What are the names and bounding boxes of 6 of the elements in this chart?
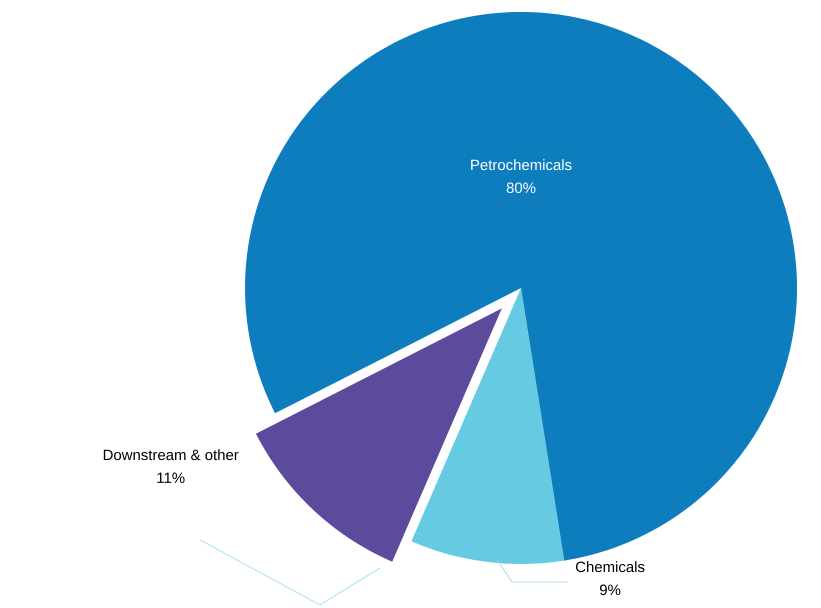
slice-label: Petrochemicals: [471, 159, 572, 170]
data-label: 11%: [157, 472, 185, 484]
data-label: 80%: [506, 182, 536, 194]
data-label: 9%: [600, 584, 620, 596]
slice-label: Chemicals: [576, 561, 644, 572]
slice-label: Downstream & other: [104, 449, 239, 460]
